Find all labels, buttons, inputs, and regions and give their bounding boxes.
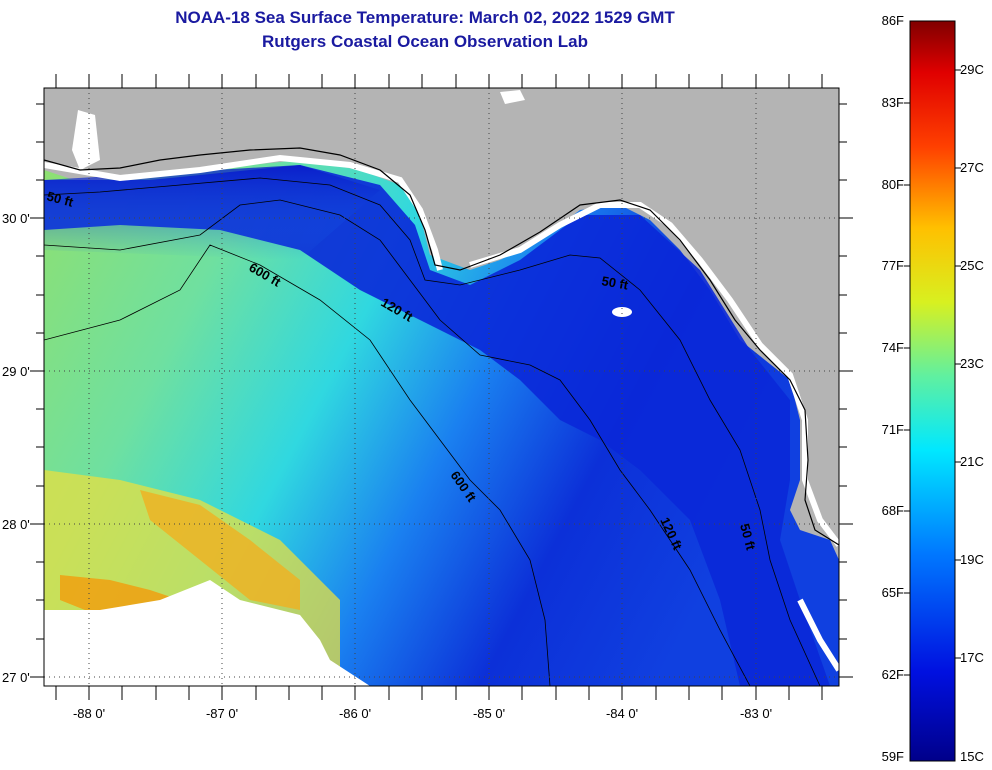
colorbar-c-23: 23C [960,356,984,371]
lon-label-84: -84 0' [606,706,638,721]
contour-50ft-west [44,177,821,686]
colorbar-c-25: 25C [960,258,984,273]
cold-shelf-water [44,165,830,686]
lat-label-27: 27 0' [2,670,30,685]
coastal-cloud-strip [44,154,443,271]
colorbar-f-65: 65F [882,585,904,600]
lon-label-83: -83 0' [740,706,772,721]
lat-label-30: 30 0' [2,211,30,226]
colorbar-f-83: 83F [882,95,904,110]
colorbar-c-27: 27C [960,160,984,175]
cloud-blob-offshore [612,307,632,317]
colorbar-f-71: 71F [882,422,904,437]
lon-label-85: -85 0' [473,706,505,721]
warm-orange-streak [140,490,300,610]
cloud-blob-inland [500,90,525,104]
lon-label-87: -87 0' [206,706,238,721]
coastal-cloud-strip-east [469,202,839,547]
lon-label-88: -88 0' [73,706,105,721]
cloud-cover [44,580,370,686]
colorbar-f-86: 86F [882,13,904,28]
colorbar-c-29: 29C [960,62,984,77]
contour-label-50ft-east: 50 ft [600,273,630,293]
cloud-blob-mobile-bay [72,110,100,170]
coastline [44,147,839,546]
cold-band [44,165,380,260]
coastal-cloud-strip-south [797,598,839,672]
colorbar-ticks [904,69,961,676]
colorbar-f-77: 77F [882,258,904,273]
colorbar-c-17: 17C [960,650,984,665]
colorbar-f-68: 68F [882,503,904,518]
chart-title: NOAA-18 Sea Surface Temperature: March 0… [175,8,675,27]
axis-ticks [30,74,853,700]
colorbar-f-80: 80F [882,177,904,192]
contour-600ft [44,244,551,686]
colorbar [909,20,956,762]
colorbar-f-59: 59F [882,749,904,764]
colorbar-f-62: 62F [882,667,904,682]
chart-subtitle: Rutgers Coastal Ocean Observation Lab [262,32,588,51]
colorbar-c-15: 15C [960,749,984,764]
colorbar-f-74: 74F [882,340,904,355]
lon-label-86: -86 0' [339,706,371,721]
lat-label-28: 28 0' [2,517,30,532]
map-frame [43,87,840,687]
colorbar-c-19: 19C [960,552,984,567]
contour-120ft [44,199,751,686]
lat-label-29: 29 0' [2,364,30,379]
contour-label-50ft-west: 50 ft [45,188,75,210]
colorbar-c-21: 21C [960,454,984,469]
contour-label-50ft-b: 50 ft [737,522,759,552]
